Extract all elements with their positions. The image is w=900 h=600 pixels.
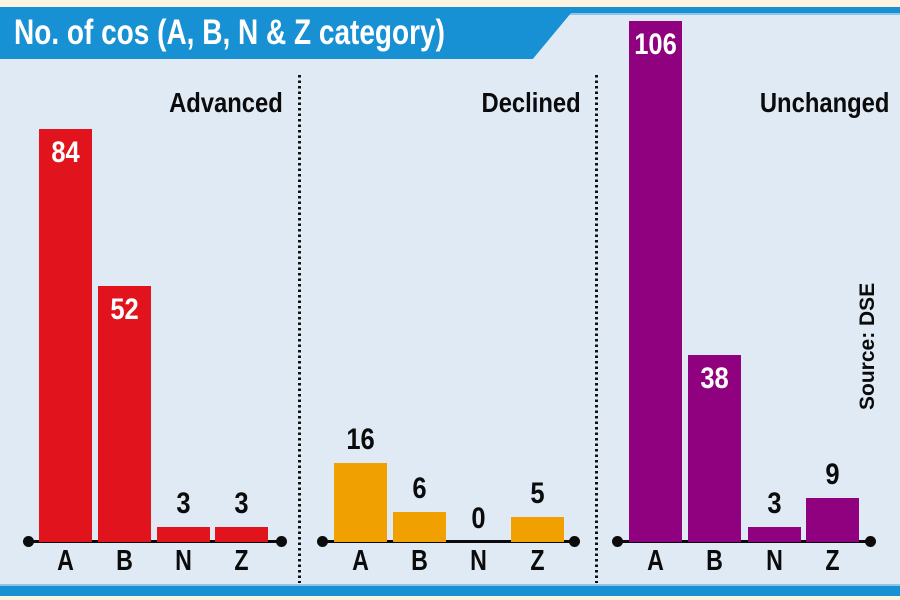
baseline-advanced: [28, 540, 281, 543]
panel-header-declined: Declined: [481, 87, 581, 118]
baseline-unchanged: [617, 540, 870, 543]
bar-value-advanced-Z: 3: [234, 487, 249, 520]
bar-value-unchanged-B: 38: [700, 362, 729, 395]
bar-advanced-N: [157, 527, 210, 542]
category-label-advanced-Z: Z: [234, 545, 249, 577]
category-label-advanced-N: N: [175, 545, 192, 577]
baseline-dot: [865, 536, 876, 547]
panel-divider: [595, 75, 598, 583]
panel-header-unchanged: Unchanged: [759, 87, 889, 118]
category-label-unchanged-B: B: [706, 545, 723, 577]
bar-advanced-Z: [215, 527, 268, 542]
title-banner: [0, 7, 576, 59]
category-label-declined-B: B: [411, 545, 428, 577]
category-label-declined-N: N: [470, 545, 487, 577]
bar-unchanged-A: [629, 21, 682, 542]
bar-value-unchanged-Z: 9: [825, 458, 840, 491]
panel-divider: [298, 75, 301, 583]
bar-declined-A: [334, 463, 387, 542]
bottom-blue-strip: [0, 584, 900, 596]
category-label-unchanged-N: N: [766, 545, 783, 577]
bar-advanced-B: [98, 286, 151, 542]
baseline-dot: [569, 536, 580, 547]
bar-value-advanced-N: 3: [176, 487, 191, 520]
baseline-dot: [23, 536, 34, 547]
category-label-unchanged-A: A: [647, 545, 664, 577]
chart-title: No. of cos (A, B, N & Z category): [14, 13, 445, 52]
baseline-dot: [276, 536, 287, 547]
bar-unchanged-Z: [806, 498, 859, 542]
category-label-unchanged-Z: Z: [825, 545, 840, 577]
category-label-declined-Z: Z: [530, 545, 545, 577]
category-label-advanced-B: B: [116, 545, 133, 577]
bar-declined-B: [393, 512, 446, 542]
bar-value-declined-Z: 5: [530, 477, 545, 510]
baseline-dot: [317, 536, 328, 547]
bar-advanced-A: [39, 129, 92, 542]
bar-value-unchanged-N: 3: [767, 487, 782, 520]
bar-value-declined-A: 16: [346, 423, 375, 456]
bar-unchanged-B: [688, 355, 741, 542]
category-label-declined-A: A: [352, 545, 369, 577]
bar-value-advanced-B: 52: [110, 293, 139, 326]
source-label: Source: DSE: [856, 282, 879, 410]
panel-header-advanced: Advanced: [169, 87, 283, 118]
category-label-advanced-A: A: [57, 545, 74, 577]
bar-value-advanced-A: 84: [51, 136, 80, 169]
baseline-declined: [322, 540, 574, 543]
bar-declined-Z: [511, 517, 564, 542]
bar-unchanged-N: [748, 527, 801, 542]
bar-value-unchanged-A: 106: [634, 28, 677, 61]
bar-value-declined-N: 0: [471, 502, 486, 535]
baseline-dot: [612, 536, 623, 547]
bar-value-declined-B: 6: [412, 472, 427, 505]
